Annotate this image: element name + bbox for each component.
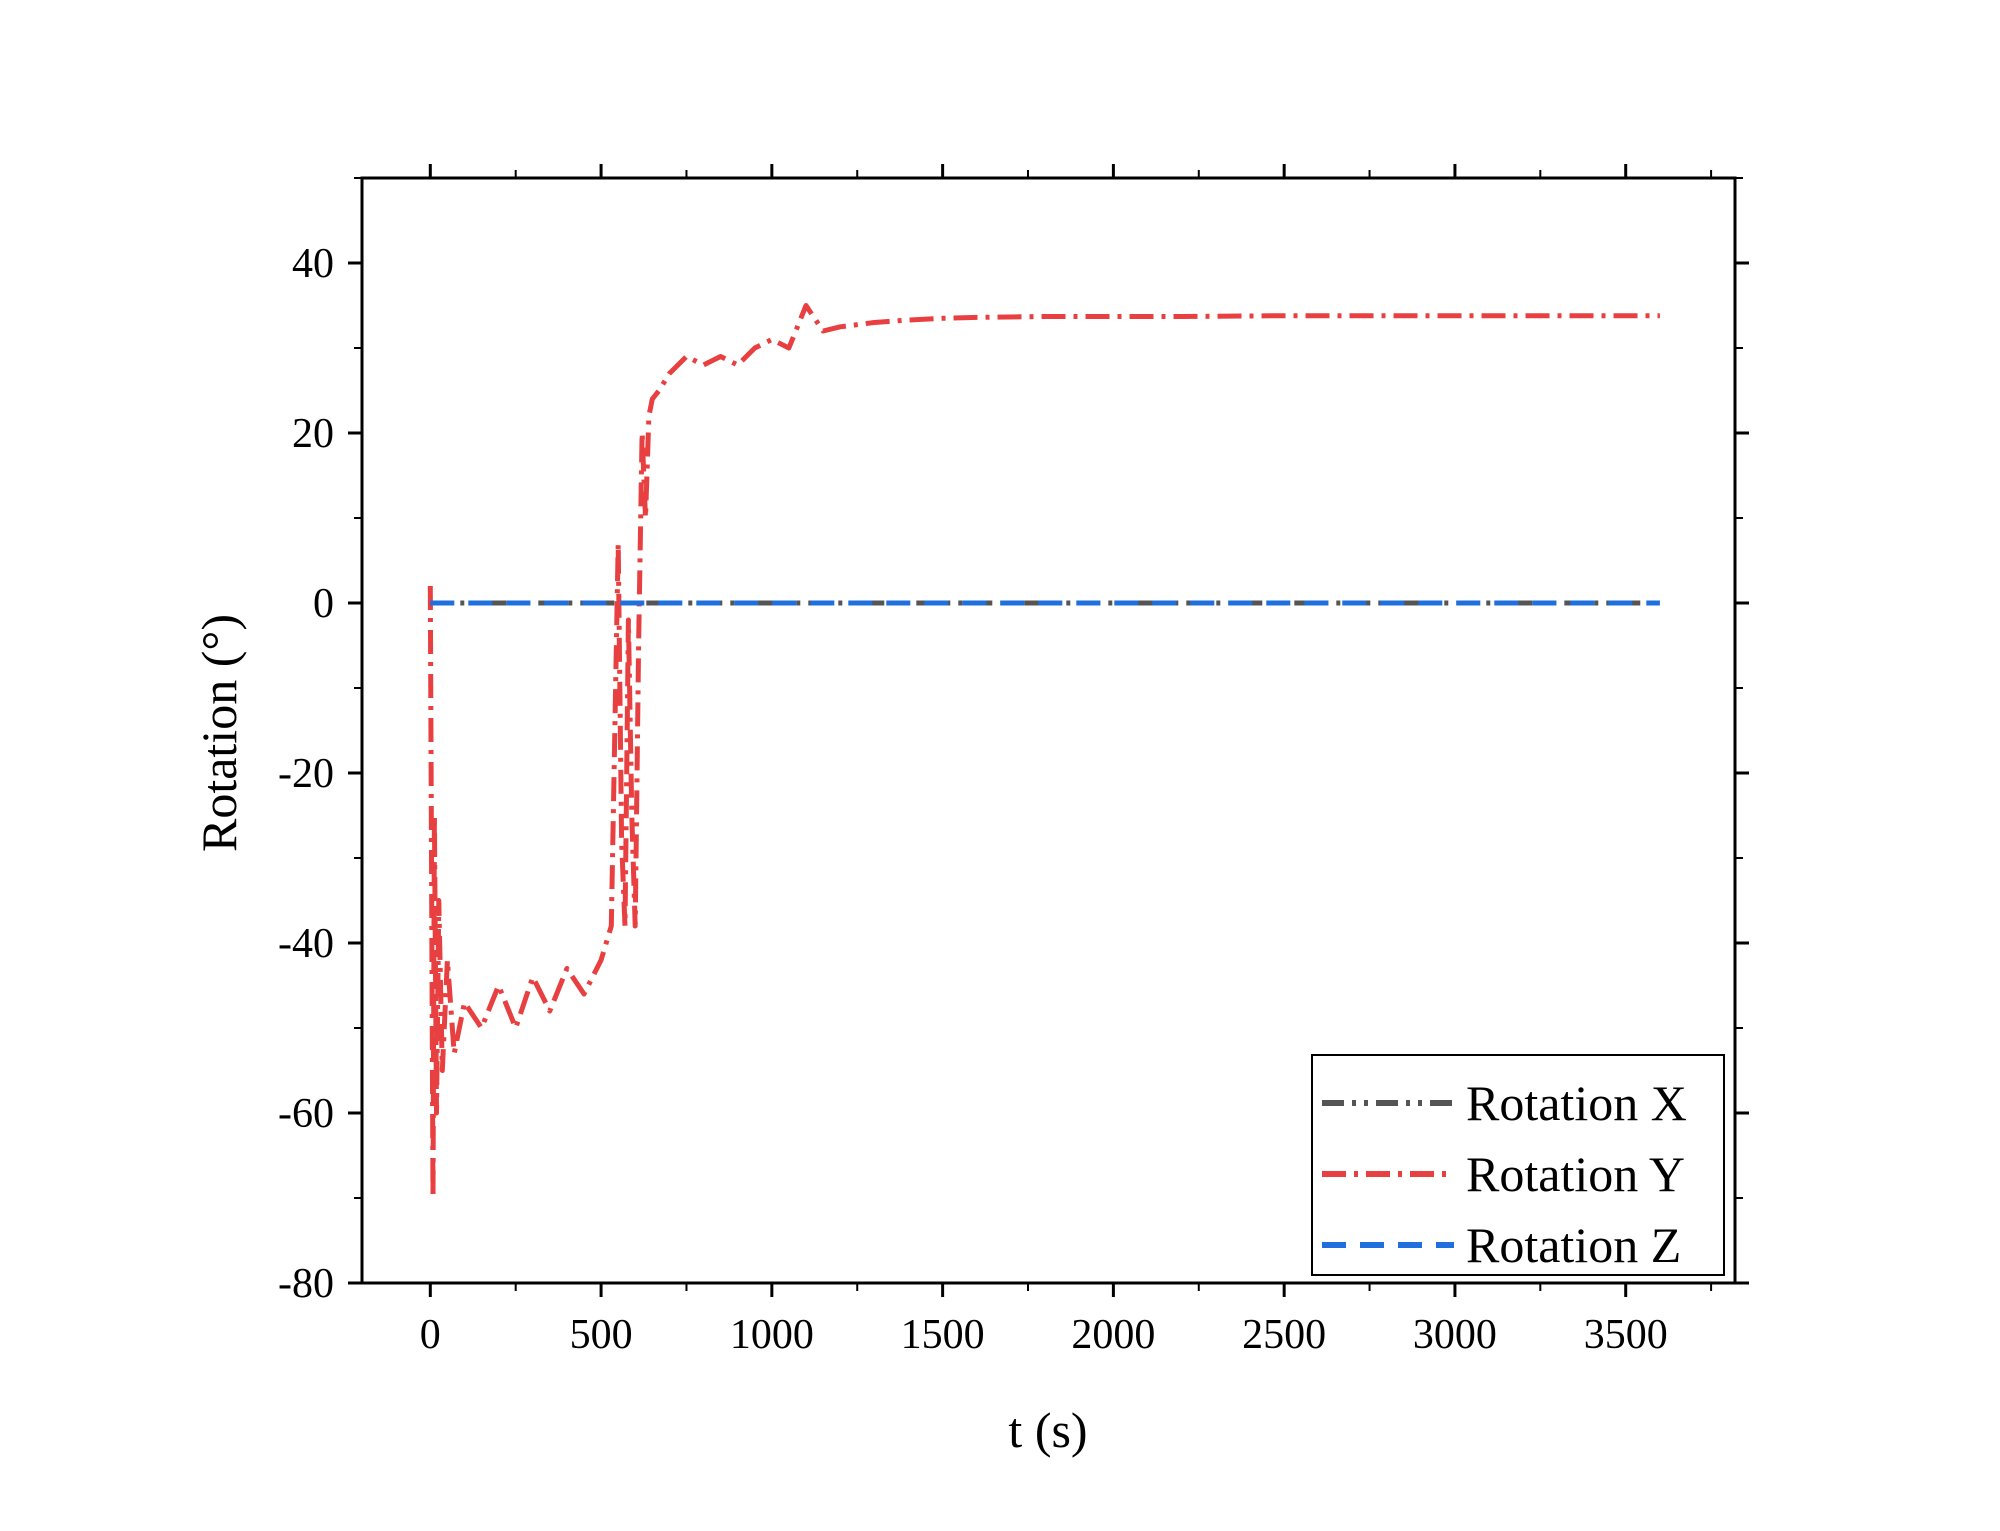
data-series — [427, 303, 1660, 1201]
plot-frame — [360, 176, 1737, 1285]
series-line-rotation-y — [427, 303, 1660, 1201]
y-tick-label: 20 — [292, 411, 334, 457]
y-tick-label: -60 — [278, 1091, 334, 1137]
legend-label: Rotation X — [1466, 1075, 1687, 1131]
x-tick-label: 1000 — [730, 1312, 814, 1358]
plot-area — [360, 176, 1737, 1285]
x-tick-label: 3000 — [1413, 1312, 1497, 1358]
y-tick-label: -80 — [278, 1261, 334, 1307]
y-tick-label: 0 — [313, 581, 334, 627]
y-tick-label: -20 — [278, 751, 334, 797]
x-tick-label: 3500 — [1584, 1312, 1668, 1358]
legend: Rotation X Rotation Y Rotation Z — [1311, 1054, 1725, 1276]
y-axis-title: Rotation (°) — [191, 614, 247, 852]
axis-ticks: 0 500 1000 1500 2000 2500 3000 3500 -80 -60 -40 -20… — [278, 164, 1749, 1358]
x-tick-label: 500 — [570, 1312, 633, 1358]
x-tick-label: 1500 — [901, 1312, 985, 1358]
legend-label: Rotation Z — [1466, 1217, 1681, 1273]
x-tick-label: 2500 — [1242, 1312, 1326, 1358]
y-tick-label: -40 — [278, 921, 334, 967]
x-tick-label: 2000 — [1071, 1312, 1155, 1358]
legend-box — [1311, 1054, 1725, 1276]
y-tick-label: 40 — [292, 241, 334, 287]
legend-label: Rotation Y — [1466, 1146, 1685, 1202]
x-axis-title: t (s) — [1008, 1402, 1087, 1458]
x-tick-label: 0 — [420, 1312, 441, 1358]
